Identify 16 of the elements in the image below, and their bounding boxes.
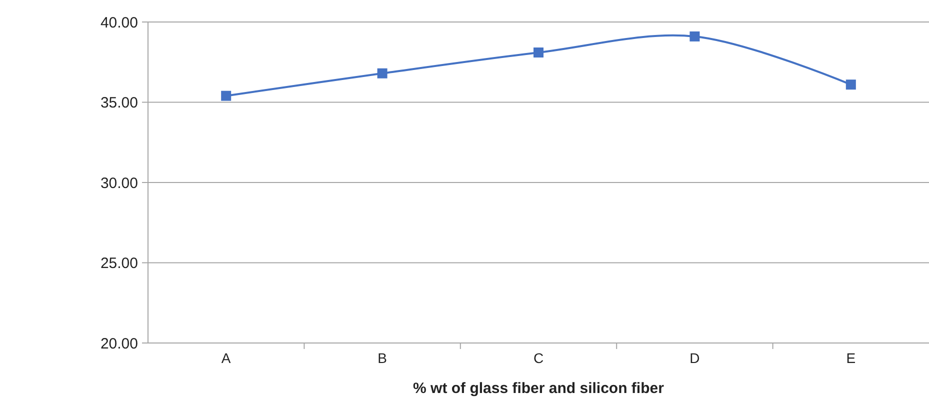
point <box>690 31 700 42</box>
x-tick-label: B <box>378 350 387 366</box>
y-tick-label: 20.00 <box>100 335 138 352</box>
point <box>377 68 388 78</box>
point <box>221 90 232 101</box>
y-tick-label: 30.00 <box>100 174 138 192</box>
point <box>534 47 544 58</box>
x-tick-label: E <box>846 350 856 366</box>
y-tick-label: 35.00 <box>100 94 138 112</box>
x-tick-label: D <box>690 350 700 366</box>
x-tick-label: C <box>533 350 544 366</box>
x-tick-label: A <box>221 350 232 366</box>
y-tick-label: 25.00 <box>100 255 138 272</box>
x-axis-title: % wt of glass fiber and silicon fiber <box>413 380 664 397</box>
y-tick-label: 40.00 <box>100 14 138 32</box>
point <box>846 80 856 90</box>
